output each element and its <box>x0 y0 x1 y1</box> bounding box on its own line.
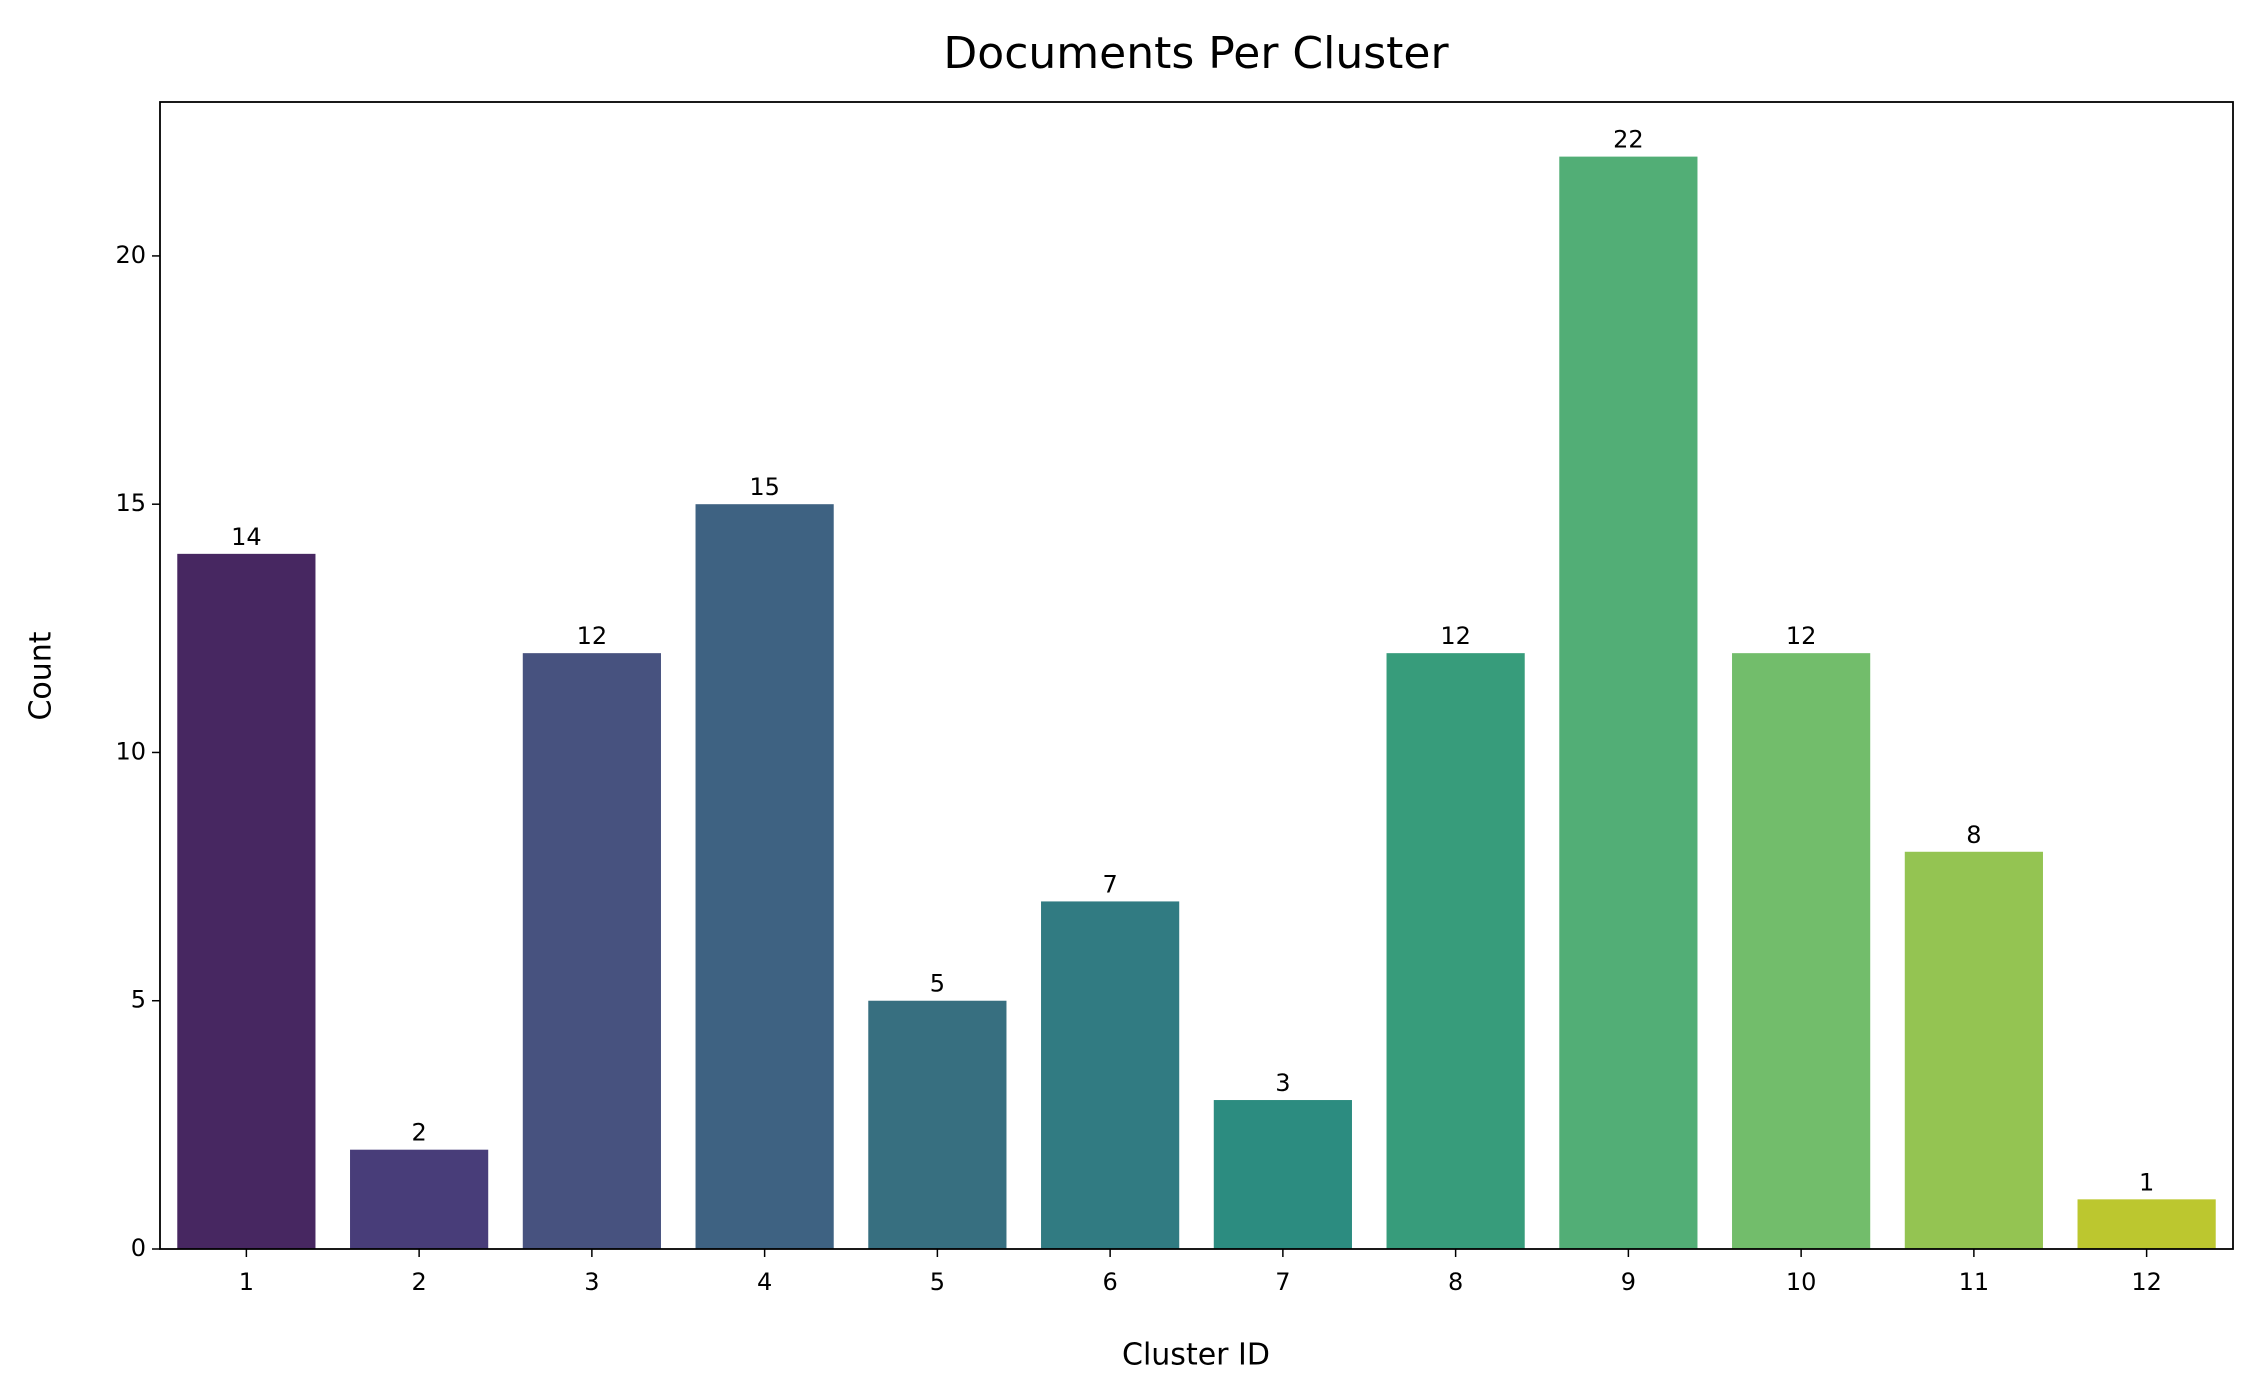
value-label: 14 <box>231 523 262 551</box>
value-label: 15 <box>749 473 780 501</box>
x-tick-label: 11 <box>1959 1268 1990 1296</box>
value-label: 5 <box>930 970 945 998</box>
x-tick-label: 12 <box>2131 1268 2162 1296</box>
value-label: 2 <box>411 1119 426 1147</box>
x-tick-label: 1 <box>239 1268 254 1296</box>
x-tick-label: 3 <box>584 1268 599 1296</box>
y-tick-label: 0 <box>131 1234 146 1262</box>
x-tick-label: 7 <box>1275 1268 1290 1296</box>
bar <box>1732 653 1871 1249</box>
bar <box>522 653 661 1249</box>
x-tick-label: 8 <box>1448 1268 1463 1296</box>
bar <box>1904 851 2043 1249</box>
bar <box>1386 653 1525 1249</box>
x-tick-label: 9 <box>1621 1268 1636 1296</box>
value-label: 12 <box>1440 622 1471 650</box>
value-label: 1 <box>2139 1168 2154 1196</box>
y-tick-label: 5 <box>131 986 146 1014</box>
value-label: 3 <box>1275 1069 1290 1097</box>
x-axis-label: Cluster ID <box>1122 1338 1270 1373</box>
x-tick-label: 5 <box>930 1268 945 1296</box>
x-tick-label: 2 <box>411 1268 426 1296</box>
y-tick-label: 10 <box>115 737 146 765</box>
bar <box>2077 1199 2216 1249</box>
bar <box>177 553 316 1249</box>
bar <box>868 1000 1007 1249</box>
value-label: 22 <box>1613 126 1644 154</box>
value-label: 8 <box>1966 821 1981 849</box>
y-tick-label: 20 <box>115 241 146 269</box>
value-label: 12 <box>577 622 608 650</box>
y-tick-label: 15 <box>115 489 146 517</box>
bar <box>695 504 834 1249</box>
bar <box>350 1149 489 1249</box>
chart-title: Documents Per Cluster <box>943 28 1449 79</box>
value-label: 7 <box>1102 870 1117 898</box>
value-label: 12 <box>1786 622 1817 650</box>
plot-frame <box>159 101 2234 1250</box>
y-axis-label: Count <box>24 631 59 720</box>
bar <box>1041 901 1180 1249</box>
x-tick-label: 4 <box>757 1268 772 1296</box>
x-tick-label: 10 <box>1786 1268 1817 1296</box>
bar <box>1213 1100 1352 1249</box>
bar <box>1559 156 1698 1250</box>
x-tick-label: 6 <box>1102 1268 1117 1296</box>
